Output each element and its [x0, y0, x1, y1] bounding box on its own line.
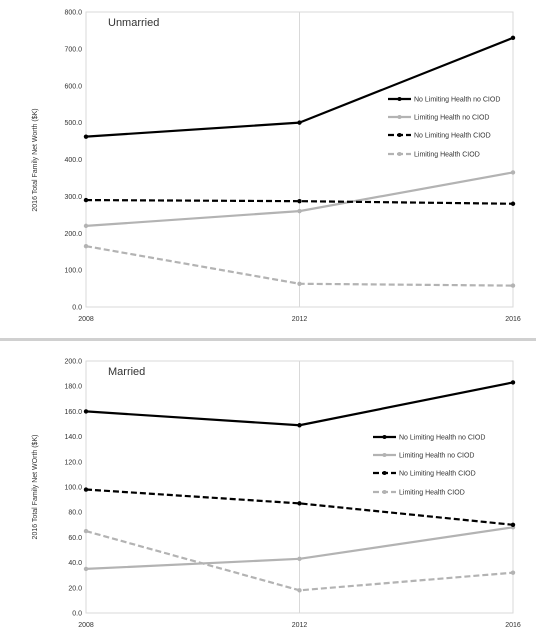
- y-tick-label: 160.0: [64, 409, 82, 416]
- y-tick-label: 800.0: [64, 10, 82, 17]
- data-point: [83, 243, 89, 249]
- unmarried-line-chart: 0.0 100.0 200.0 300.0 400.0 500.0 600.0 700.0 80…: [32, 10, 521, 324]
- legend-marker: [382, 435, 387, 439]
- legend-label: No Limiting Health no CIOD: [399, 435, 485, 442]
- data-point: [297, 423, 302, 428]
- legend-marker: [382, 471, 387, 475]
- data-point: [297, 281, 302, 286]
- legend-marker: [397, 133, 402, 137]
- data-point: [510, 170, 516, 175]
- y-axis-label: 2016 Total Family Net WOrth ($K): [32, 435, 39, 540]
- y-tick-label: 600.0: [64, 83, 82, 90]
- y-tick-label: 200.0: [64, 231, 82, 238]
- legend-marker: [397, 115, 402, 119]
- y-tick-label: 180.0: [64, 384, 82, 391]
- legend-label: Limiting Health no CIOD: [399, 453, 474, 460]
- legend-marker: [397, 152, 402, 156]
- y-tick-label: 700.0: [64, 46, 82, 53]
- y-tick-label: 100.0: [64, 485, 82, 492]
- x-tick-label: 2012: [292, 316, 308, 323]
- data-point: [83, 197, 89, 203]
- data-point: [510, 283, 516, 288]
- legend-label: No Limiting Health CIOD: [414, 133, 491, 140]
- data-point: [510, 201, 516, 206]
- data-point: [83, 566, 89, 572]
- married-chart-panel: 0.0 20.0 40.0 60.0 80.0 100.0 120.0 140.0 160.0 1…: [0, 346, 536, 639]
- legend-label: Limiting Health CIOD: [399, 490, 465, 497]
- data-point: [297, 501, 302, 506]
- data-point: [297, 208, 302, 214]
- x-tick-label: 2008: [78, 622, 94, 629]
- y-tick-label: 100.0: [64, 268, 82, 275]
- y-tick-label: 40.0: [68, 560, 82, 567]
- married-line-chart: 0.0 20.0 40.0 60.0 80.0 100.0 120.0 140.0 160.0 1…: [32, 359, 521, 630]
- data-point: [510, 570, 516, 575]
- y-axis-label: 2016 Total Family Net Worth ($K): [32, 108, 39, 211]
- chart-title: Married: [108, 366, 145, 378]
- x-tick-label: 2016: [505, 622, 521, 629]
- chart-title: Unmarried: [108, 17, 159, 29]
- data-point: [297, 588, 302, 593]
- y-tick-label: 140.0: [64, 434, 82, 441]
- data-point: [83, 409, 89, 414]
- y-tick-label: 200.0: [64, 359, 82, 366]
- data-point: [83, 223, 89, 229]
- legend-marker: [382, 490, 387, 494]
- data-point: [510, 380, 516, 385]
- y-tick-label: 0.0: [72, 611, 82, 618]
- series-line: [85, 488, 514, 526]
- series-line: [85, 198, 514, 205]
- data-point: [510, 35, 516, 41]
- legend-label: No Limiting Health CIOD: [399, 471, 476, 478]
- y-tick-label: 20.0: [68, 585, 82, 592]
- x-tick-label: 2008: [78, 316, 94, 323]
- legend-label: No Limiting Health no CIOD: [414, 97, 500, 104]
- panel-divider: [0, 338, 536, 341]
- data-point: [83, 528, 89, 534]
- y-tick-label: 400.0: [64, 157, 82, 164]
- y-tick-label: 80.0: [68, 510, 82, 517]
- legend-marker: [382, 453, 387, 457]
- legend-label: Limiting Health CIOD: [414, 152, 480, 159]
- legend-label: Limiting Health no CIOD: [414, 115, 489, 122]
- data-point: [83, 134, 89, 139]
- legend-marker: [397, 97, 402, 101]
- unmarried-chart-panel: 0.0 100.0 200.0 300.0 400.0 500.0 600.0 700.0 80…: [32, 9, 521, 324]
- data-point: [297, 556, 302, 562]
- y-tick-label: 300.0: [64, 194, 82, 201]
- data-point: [510, 522, 516, 527]
- y-tick-label: 60.0: [68, 535, 82, 542]
- data-point: [83, 487, 89, 492]
- data-point: [297, 120, 302, 125]
- y-tick-label: 500.0: [64, 120, 82, 127]
- y-tick-label: 0.0: [72, 305, 82, 312]
- data-point: [297, 198, 302, 204]
- x-tick-label: 2012: [292, 622, 308, 629]
- y-tick-label: 120.0: [64, 459, 82, 466]
- x-tick-label: 2016: [505, 316, 521, 323]
